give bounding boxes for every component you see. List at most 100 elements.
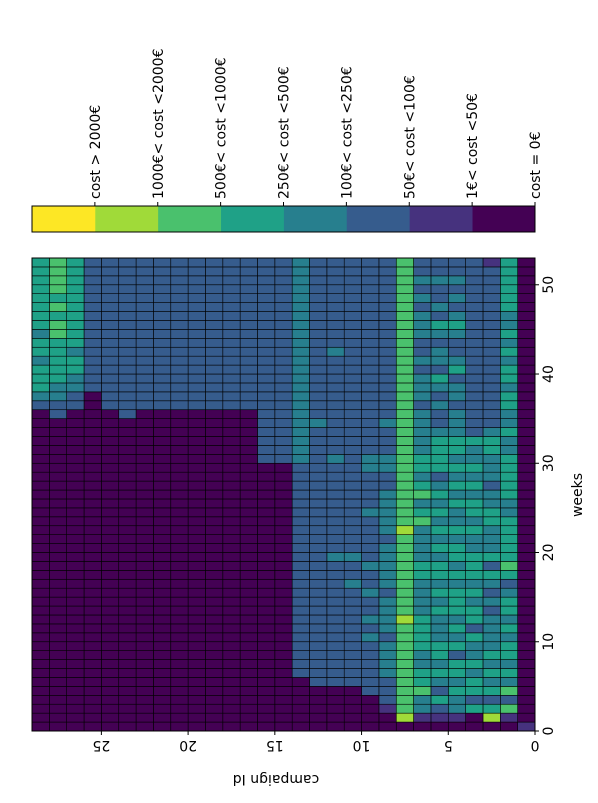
heatmap-cell (517, 373, 536, 384)
heatmap-cell (309, 346, 328, 357)
heatmap-cell (239, 525, 258, 535)
heatmap-cell (222, 480, 241, 491)
heatmap-cell (378, 275, 397, 286)
heatmap-cell (135, 400, 154, 411)
heatmap-cell (101, 454, 120, 464)
heatmap-cell (257, 596, 276, 607)
heatmap-cell (465, 525, 484, 535)
heatmap-cell (430, 391, 449, 402)
heatmap-cell (66, 489, 85, 500)
heatmap-cell (465, 498, 484, 509)
heatmap-cell (413, 355, 432, 366)
heatmap-cell (257, 498, 276, 509)
heatmap-cell (395, 507, 414, 518)
heatmap-cell (170, 257, 189, 268)
heatmap-cell (187, 364, 206, 375)
heatmap-cell (343, 525, 362, 535)
heatmap-cell (413, 650, 432, 660)
heatmap-cell (343, 578, 362, 589)
heatmap-cell (257, 686, 276, 696)
heatmap-cell (135, 614, 154, 625)
heatmap-cell (101, 578, 120, 589)
heatmap-cell (153, 659, 172, 669)
heatmap-cell (482, 677, 501, 687)
heatmap-cell (395, 427, 414, 437)
heatmap-cell (170, 320, 189, 330)
heatmap-cell (257, 462, 276, 473)
heatmap-cell (395, 552, 414, 562)
heatmap-cell (378, 418, 397, 428)
heatmap-cell (274, 632, 293, 643)
heatmap-cell (361, 614, 380, 625)
heatmap-cell (257, 623, 276, 634)
heatmap-cell (500, 257, 518, 268)
heatmap-cell (413, 436, 432, 446)
heatmap-cell (291, 293, 310, 303)
heatmap-cell (361, 632, 380, 643)
heatmap-cell (430, 587, 449, 598)
heatmap-cell (447, 418, 466, 428)
heatmap-cell (101, 293, 120, 303)
heatmap-cell (447, 659, 466, 669)
heatmap-cell (222, 382, 241, 393)
heatmap-cell (291, 418, 310, 428)
heatmap-cell (49, 338, 67, 348)
heatmap-cell (205, 721, 224, 732)
heatmap-cell (101, 498, 120, 509)
heatmap-cell (205, 623, 224, 634)
heatmap-cell (326, 570, 345, 580)
heatmap-cell (187, 355, 206, 366)
heatmap-cell (222, 284, 241, 294)
heatmap-cell (31, 623, 50, 634)
heatmap-cell (66, 338, 85, 348)
heatmap-cell (66, 275, 85, 286)
heatmap-cell (83, 489, 102, 500)
heatmap-cell (430, 570, 449, 580)
heatmap-cell (257, 275, 276, 286)
heatmap-cell (83, 418, 102, 428)
heatmap-cell (274, 257, 293, 268)
heatmap-cell (205, 338, 224, 348)
heatmap-cell (101, 338, 120, 348)
heatmap-cell (395, 712, 414, 723)
heatmap-cell (187, 257, 206, 268)
heatmap-cell (170, 275, 189, 286)
heatmap-cell (205, 614, 224, 625)
heatmap-cell (326, 284, 345, 294)
heatmap-cell (482, 587, 501, 598)
heatmap-cell (101, 587, 120, 598)
heatmap-cell (413, 570, 432, 580)
heatmap-cell (239, 570, 258, 580)
heatmap-cell (135, 257, 154, 268)
heatmap-cell (83, 498, 102, 509)
heatmap-cell (447, 471, 466, 482)
heatmap-cell (118, 498, 137, 509)
heatmap-cell (31, 471, 50, 482)
heatmap-cell (49, 364, 67, 375)
heatmap-cell (101, 373, 120, 384)
heatmap-cell (430, 614, 449, 625)
heatmap-cell (118, 471, 137, 482)
heatmap-cell (66, 596, 85, 607)
heatmap-cell (239, 659, 258, 669)
heatmap-cell (170, 427, 189, 437)
heatmap-cell (500, 427, 518, 437)
heatmap-cell (118, 507, 137, 518)
heatmap-cell (465, 712, 484, 723)
heatmap-cell (482, 391, 501, 402)
heatmap-cell (101, 346, 120, 357)
heatmap-cell (395, 346, 414, 357)
heatmap-cell (170, 578, 189, 589)
heatmap-cell (482, 355, 501, 366)
heatmap-cell (291, 641, 310, 651)
heatmap-cell (66, 373, 85, 384)
heatmap-cell (135, 329, 154, 339)
heatmap-cell (118, 436, 137, 446)
heatmap-cell (326, 677, 345, 687)
heatmap-cell (205, 436, 224, 446)
heatmap-cell (49, 614, 67, 625)
heatmap-cell (187, 534, 206, 544)
heatmap-cell (500, 338, 518, 348)
heatmap-cell (430, 703, 449, 714)
heatmap-cell (343, 427, 362, 437)
